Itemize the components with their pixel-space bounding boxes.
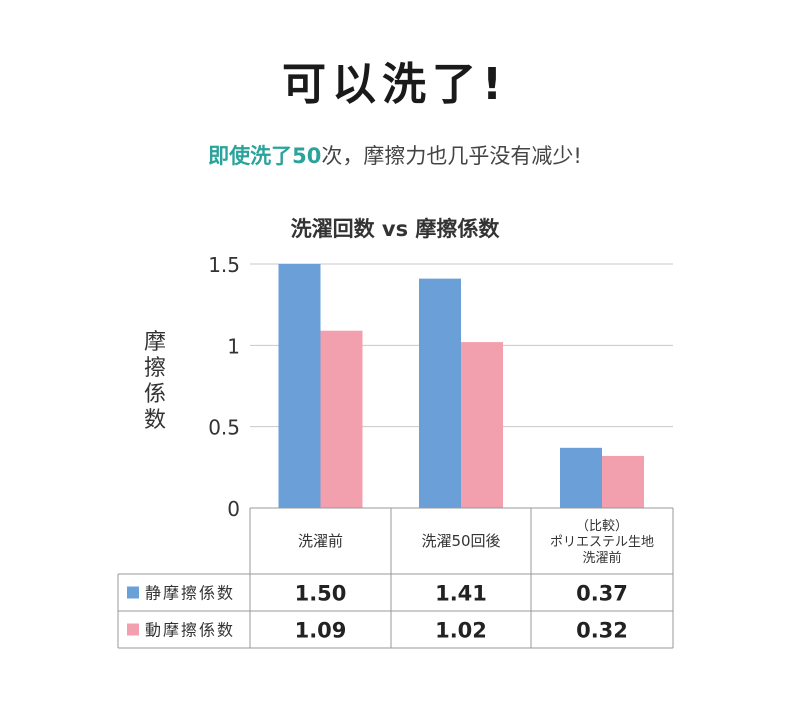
bar-static [278, 264, 321, 508]
category-label: ポリエステル生地 [550, 535, 654, 550]
headline: 可以洗了! [281, 59, 509, 110]
subheadline-accent: 即使洗了50 [208, 144, 322, 168]
data-label: 1.02 [435, 619, 487, 643]
y-tick-label: 1 [227, 334, 240, 358]
subheadline: 即使洗了50次，摩擦力也几乎没有减少! [0, 140, 790, 170]
legend-swatch [127, 586, 139, 599]
y-tick-label: 0 [227, 497, 240, 521]
category-label: 洗濯前 [582, 550, 621, 566]
bar-dynamic [602, 455, 644, 508]
category-label: 洗濯50回後 [421, 532, 500, 550]
bar-static [419, 278, 461, 508]
legend-swatch [127, 623, 139, 636]
category-label: 洗濯前 [298, 532, 343, 550]
category-label: （比較） [576, 519, 628, 534]
legend-label: 動摩擦係数 [145, 621, 235, 640]
bar-dynamic [320, 330, 363, 508]
y-tick-label: 0.5 [208, 416, 240, 440]
data-label: 0.32 [576, 619, 628, 643]
legend-label: 静摩擦係数 [145, 584, 235, 603]
data-label: 1.41 [435, 582, 487, 606]
y-axis-label: 摩擦係数 [143, 330, 166, 433]
subheadline-rest: 次，摩擦力也几乎没有减少! [321, 144, 582, 168]
data-label: 0.37 [576, 582, 628, 606]
data-label: 1.09 [295, 619, 347, 643]
y-tick-label: 1.5 [208, 253, 240, 277]
data-label: 1.50 [295, 582, 347, 606]
bar-static [560, 447, 602, 508]
bar-dynamic [461, 342, 503, 508]
chart-title: 洗濯回数 vs 摩擦係数 [290, 217, 500, 241]
